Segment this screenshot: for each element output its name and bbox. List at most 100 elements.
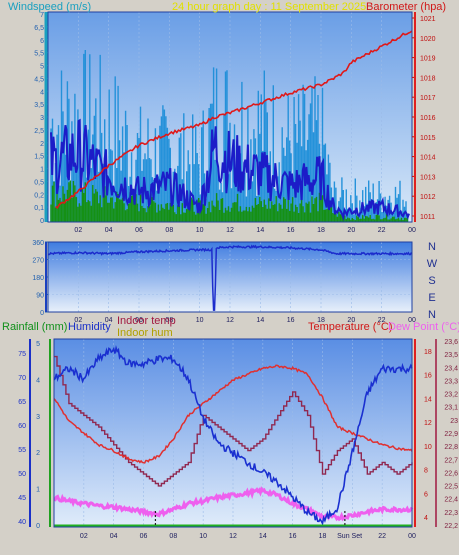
windspeed-tick-label: 3,5 [34, 102, 44, 109]
humidity-tick-label: 55 [18, 447, 26, 454]
humidity-tick-label: 60 [18, 423, 26, 430]
direction-tick-label: 90 [36, 293, 44, 300]
windspeed-tick-label: 6 [40, 38, 44, 45]
x-tick-label: 22 [378, 317, 386, 324]
x-tick-label: 04 [105, 317, 113, 324]
indoor-temp-tick-label: 22,5 [444, 484, 458, 491]
x-tick-label: 08 [169, 533, 177, 540]
compass-label: N [428, 241, 436, 253]
windspeed-axis-label: Windspeed (m/s) [8, 1, 91, 13]
indoor-temp-tick-label: 22,8 [444, 444, 458, 451]
direction-tick-label: 0 [40, 310, 44, 317]
dew-point-axis-label: Dew Point (°C) [388, 321, 459, 333]
barometer-tick-label: 1019 [420, 56, 436, 63]
x-tick-label: 16 [287, 317, 295, 324]
wind-panel-ticks: 02 04 06 08 10 12 14 16 18 20 22 0076,565,554,543,5… [34, 12, 436, 234]
barometer-line [55, 30, 413, 209]
barometer-tick-label: 1017 [420, 95, 436, 102]
wind-green-bars [50, 180, 409, 222]
chart-title: 24 hour graph day : 11 September 2025 [172, 1, 366, 13]
compass-label: N [428, 309, 436, 321]
x-tick-label: 22 [378, 227, 386, 234]
humidity-tick-label: 40 [18, 519, 26, 526]
x-tick-label: 04 [110, 533, 118, 540]
x-tick-label: 18 [317, 317, 325, 324]
compass-label: S [428, 275, 435, 287]
indoor-temp-tick-label: 23,3 [444, 378, 458, 385]
windspeed-tick-label: 0,2 [34, 192, 44, 199]
x-tick-label: 14 [256, 317, 264, 324]
x-tick-label: 02 [74, 317, 82, 324]
windspeed-tick-label: 1 [40, 167, 44, 174]
indoor-temp-tick-label: 22,7 [444, 457, 458, 464]
indoor-temp-line [54, 355, 413, 487]
temperature-tick-label: 18 [424, 349, 432, 356]
windspeed-tick-label: 3 [40, 115, 44, 122]
x-tick-label: Set [352, 533, 363, 540]
wind-direction-line [47, 244, 413, 311]
windspeed-average-line [50, 118, 410, 222]
temperature-axis-label: Temperature (°C) [308, 321, 392, 333]
compass-label: W [427, 258, 438, 270]
barometer-tick-label: 1021 [420, 16, 436, 23]
humidity-tick-label: 45 [18, 495, 26, 502]
temp-panel-marks [53, 344, 414, 528]
x-tick-label: 16 [289, 533, 297, 540]
windspeed-tick-label: 1,5 [34, 154, 44, 161]
barometer-tick-label: 1013 [420, 174, 436, 181]
humidity-tick-label: 50 [18, 471, 26, 478]
indoor-temp-tick-label: 22,4 [444, 497, 458, 504]
x-tick-label: 02 [80, 533, 88, 540]
barometer-tick-label: 1016 [420, 115, 436, 122]
temp-panel-ticks: 7570656055504540543210181614121086423,62… [18, 339, 458, 540]
x-tick-label: 02 [74, 227, 82, 234]
indoor-temp-tick-label: 23,5 [444, 352, 458, 359]
temperature-tick-label: 12 [424, 420, 432, 427]
compass-label: E [428, 292, 435, 304]
windspeed-tick-label: 5 [40, 64, 44, 71]
temperature-tick-label: 8 [424, 468, 428, 475]
x-tick-label: 16 [287, 227, 295, 234]
humidity-axis-label: Humidity [68, 321, 111, 333]
x-tick-label: Sun [337, 533, 350, 540]
x-tick-label: 18 [317, 227, 325, 234]
direction-tick-label: 180 [32, 275, 44, 282]
windspeed-tick-label: 4,5 [34, 76, 44, 83]
indoor-temp-tick-label: 22,6 [444, 470, 458, 477]
wind-panel-marks [50, 30, 413, 222]
windspeed-tick-label: 0,5 [34, 179, 44, 186]
humidity-tick-label: 70 [18, 375, 26, 382]
temperature-tick-label: 14 [424, 396, 432, 403]
x-tick-label: 14 [256, 227, 264, 234]
direction-panel-grid [48, 242, 412, 312]
indoor-temp-tick-label: 22,2 [444, 523, 458, 530]
rainfall-tick-label: 1 [36, 487, 40, 494]
indoor-temp-tick-label: 23,6 [444, 339, 458, 346]
humidity-line [53, 344, 413, 526]
x-tick-label: 06 [140, 533, 148, 540]
windspeed-tick-label: 2 [40, 141, 44, 148]
windspeed-tick-label: 2,5 [34, 128, 44, 135]
windspeed-tick-label: 5,5 [34, 51, 44, 58]
x-tick-label: 08 [165, 317, 173, 324]
rainfall-tick-label: 4 [36, 377, 40, 384]
temperature-line [53, 364, 413, 464]
x-tick-label: 10 [199, 533, 207, 540]
direction-tick-label: 360 [32, 240, 44, 247]
rainfall-tick-label: 3 [36, 414, 40, 421]
x-tick-label: 08 [165, 227, 173, 234]
barometer-tick-label: 1012 [420, 194, 436, 201]
x-tick-label: 22 [378, 533, 386, 540]
x-tick-label: 00 [408, 317, 416, 324]
temperature-tick-label: 10 [424, 444, 432, 451]
x-tick-label: 10 [196, 317, 204, 324]
indoor-temp-tick-label: 22,3 [444, 510, 458, 517]
barometer-tick-label: 1015 [420, 135, 436, 142]
temperature-tick-label: 4 [424, 515, 428, 522]
humidity-tick-label: 75 [18, 351, 26, 358]
indoor-hum-label: Indoor hum [117, 327, 173, 339]
barometer-axis-label: Barometer (hpa) [366, 1, 446, 13]
